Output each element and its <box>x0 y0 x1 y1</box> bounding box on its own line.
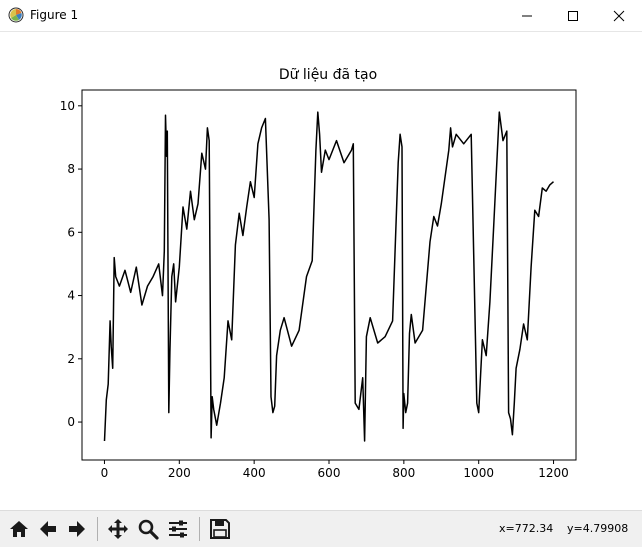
toolbar-separator <box>199 517 200 541</box>
y-tick-label: 2 <box>67 352 75 366</box>
x-tick-label: 400 <box>243 466 266 480</box>
cursor-x-readout: x=772.34 <box>499 522 554 535</box>
x-tick-label: 1000 <box>463 466 494 480</box>
home-button[interactable] <box>5 515 33 543</box>
minimize-icon <box>522 15 532 16</box>
back-button[interactable] <box>34 515 62 543</box>
x-tick-label: 200 <box>168 466 191 480</box>
series-line <box>103 111 554 442</box>
back-arrow-icon <box>40 521 56 537</box>
y-tick-label: 8 <box>67 162 75 176</box>
x-tick-label: 0 <box>101 466 109 480</box>
window-titlebar: Figure 1 <box>0 0 642 32</box>
chart-title: Dữ liệu đã tạo <box>279 67 377 83</box>
navigation-toolbar: x=772.34 y=4.79908 <box>0 510 642 547</box>
plot-area <box>81 89 577 461</box>
y-tick-label: 0 <box>67 415 75 429</box>
pan-move-icon <box>108 519 128 539</box>
forward-arrow-icon <box>69 521 85 537</box>
y-tick-label: 6 <box>67 225 75 239</box>
maximize-icon <box>568 10 578 21</box>
zoom-magnifier-icon <box>138 519 159 540</box>
zoom-button[interactable] <box>134 515 162 543</box>
close-icon <box>613 10 625 21</box>
configure-subplots-button[interactable] <box>164 515 192 543</box>
x-tick-label: 600 <box>318 466 341 480</box>
configure-subplots-icon <box>169 520 187 538</box>
toolbar-separator <box>97 517 98 541</box>
home-icon <box>10 521 28 537</box>
save-disk-icon <box>210 519 230 539</box>
cursor-y-readout: y=4.79908 <box>567 522 629 535</box>
pan-button[interactable] <box>104 515 132 543</box>
y-tick-label: 4 <box>67 289 75 303</box>
window-title: Figure 1 <box>30 8 79 22</box>
x-tick-label: 800 <box>392 466 415 480</box>
line-chart: Dữ liệu đã tạo 0 200 400 600 800 1000 1200 0 2 4 6… <box>60 67 577 480</box>
minimize-button[interactable] <box>504 0 550 31</box>
figure-canvas[interactable]: Dữ liệu đã tạo 0 200 400 600 800 1000 1200 0 2 4 6… <box>0 32 642 510</box>
y-tick-label: 10 <box>60 99 75 113</box>
forward-button[interactable] <box>63 515 91 543</box>
close-button[interactable] <box>596 0 642 31</box>
x-tick-label: 1200 <box>538 466 569 480</box>
matplotlib-figure-icon <box>8 7 24 23</box>
maximize-button[interactable] <box>550 0 596 31</box>
save-button[interactable] <box>206 515 234 543</box>
